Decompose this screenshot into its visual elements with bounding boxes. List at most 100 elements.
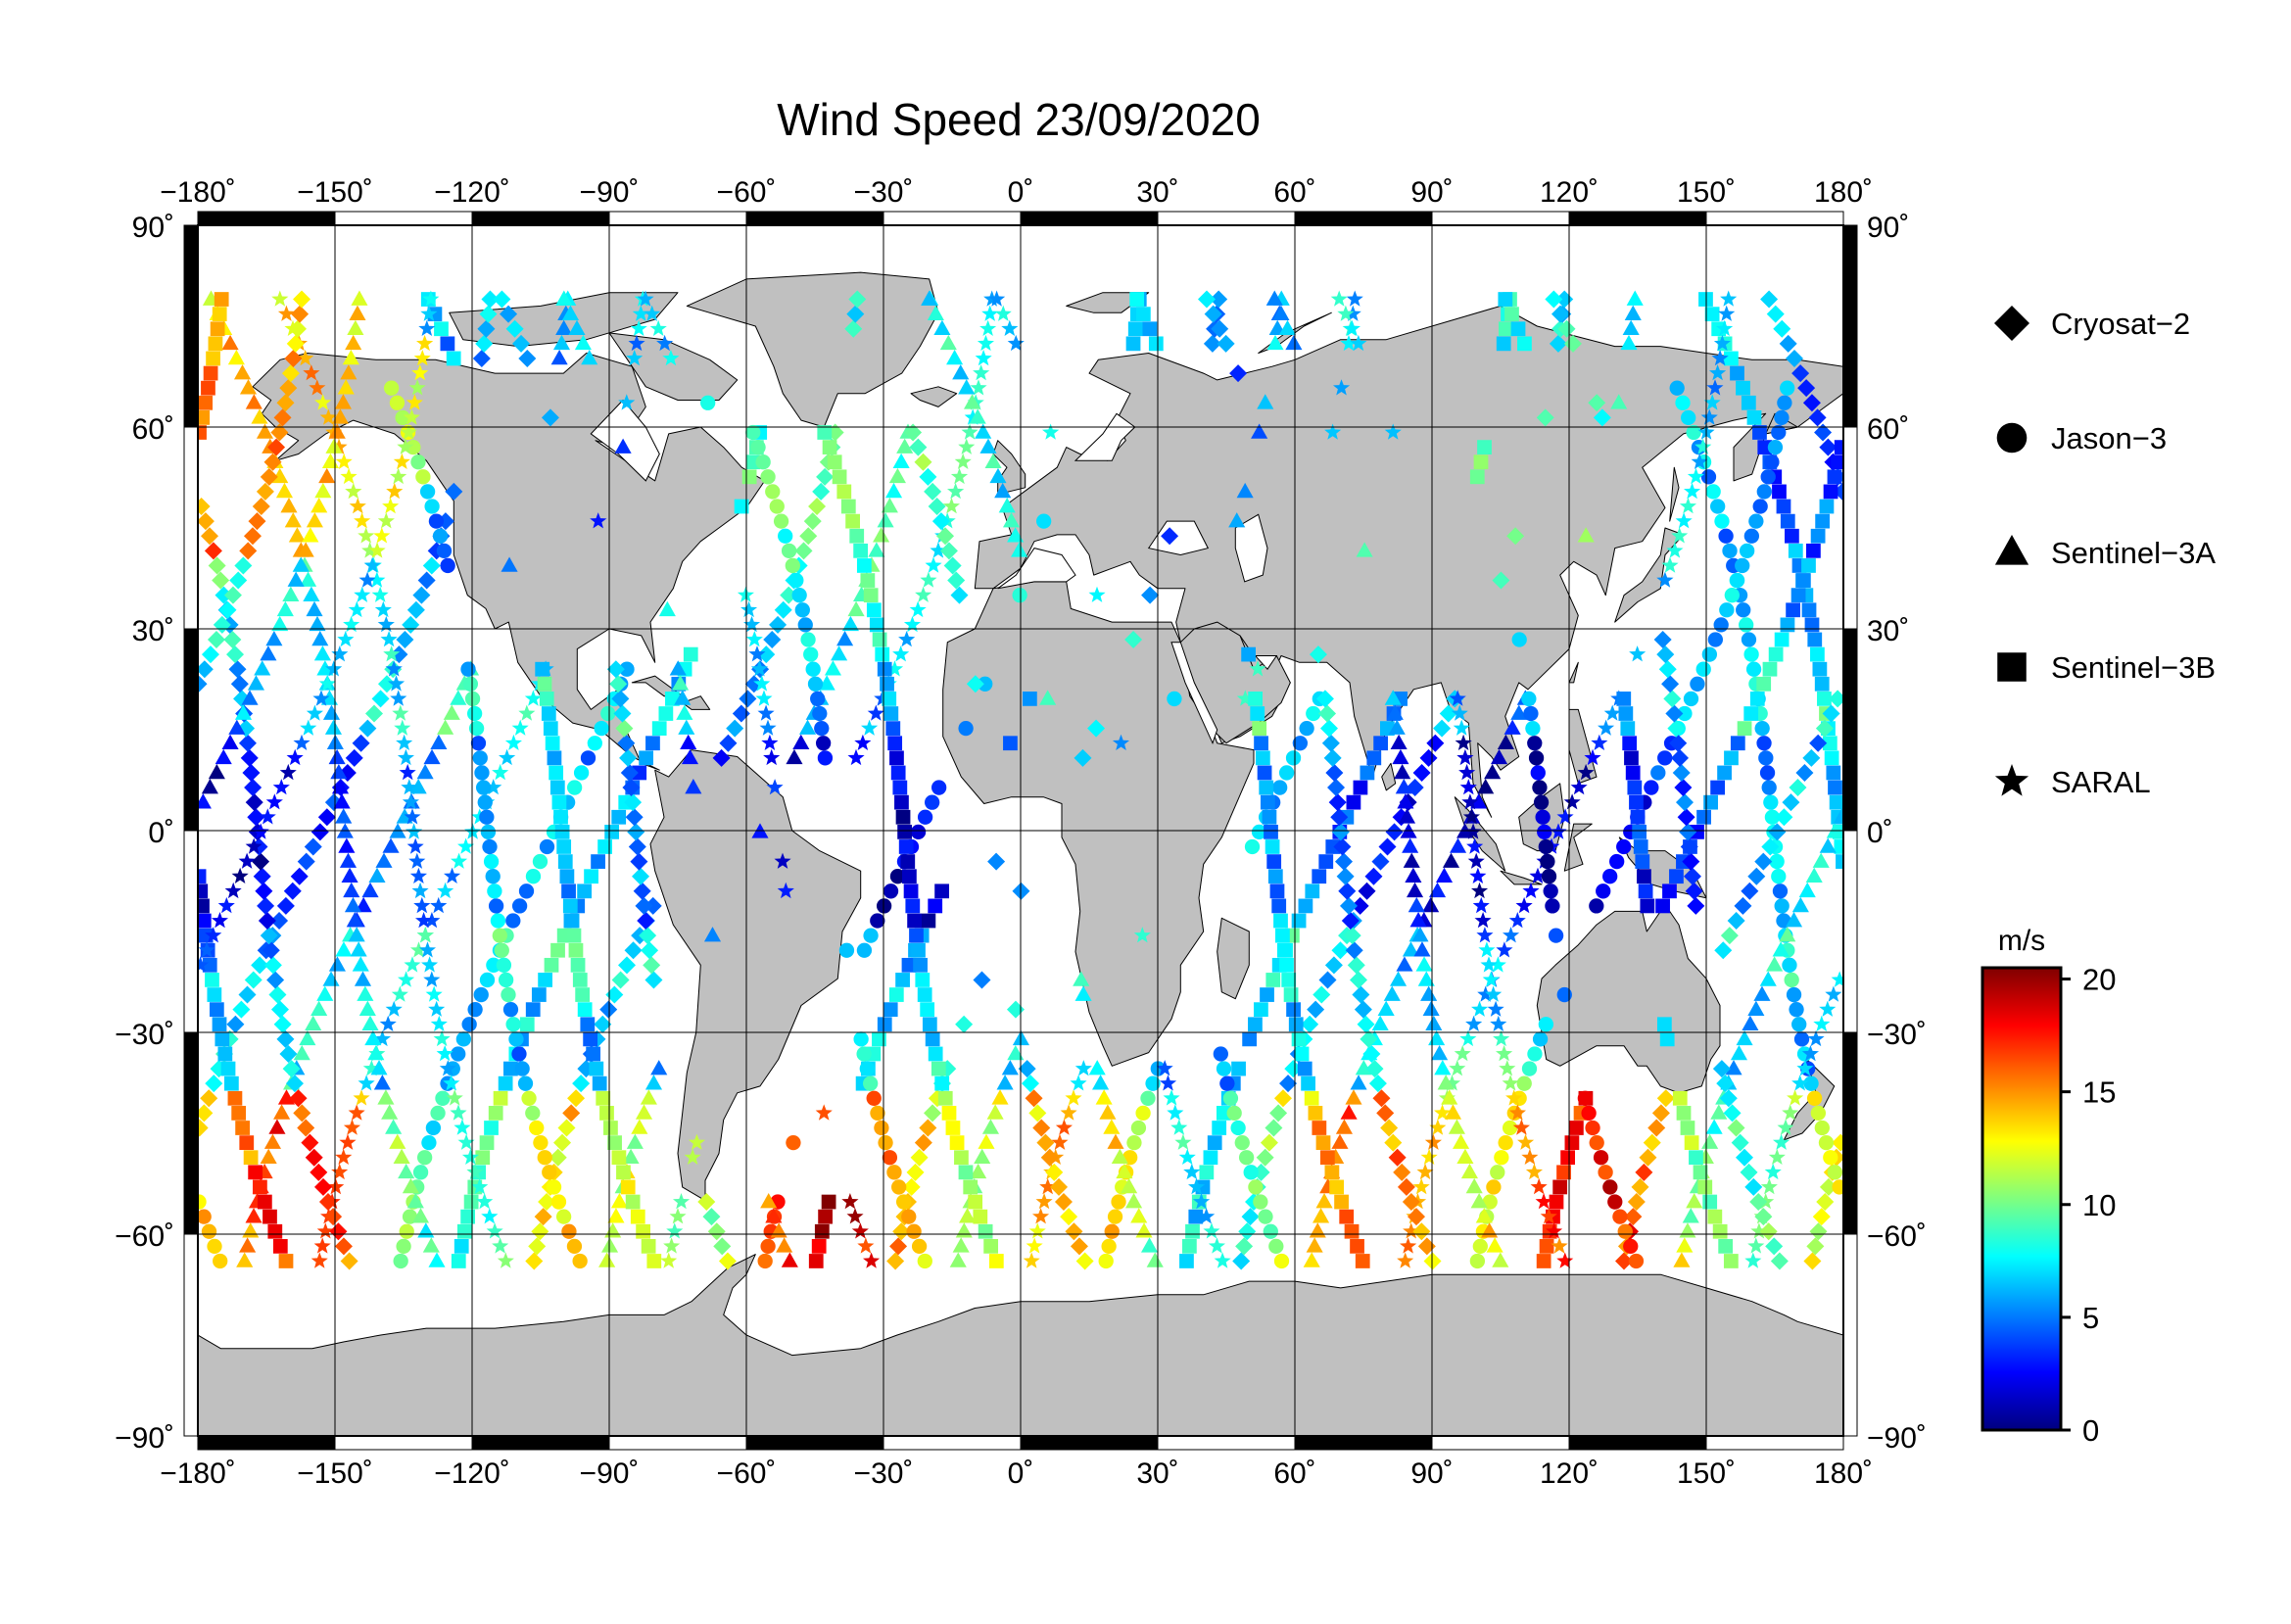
track-point <box>674 690 692 705</box>
track-point <box>943 556 962 575</box>
track-point <box>1185 1223 1200 1239</box>
track-point <box>396 1238 411 1255</box>
track-point <box>486 1222 503 1239</box>
track-point <box>763 630 782 648</box>
track-point <box>620 763 639 782</box>
track-point <box>341 867 358 883</box>
track-point <box>1563 793 1581 810</box>
track-point <box>1278 319 1297 336</box>
track-point <box>1739 617 1754 633</box>
track-point <box>1216 1061 1232 1076</box>
track-point <box>1343 927 1361 945</box>
track-point <box>726 719 744 738</box>
track-point <box>895 973 910 987</box>
track-point <box>1812 1208 1831 1226</box>
track-point <box>334 1237 353 1256</box>
track-point <box>878 1134 893 1151</box>
track-point <box>382 837 400 853</box>
track-point <box>451 852 468 869</box>
track-point <box>463 1194 479 1210</box>
track-point <box>325 438 343 454</box>
track-point <box>818 1209 833 1224</box>
track-point <box>1329 1179 1345 1195</box>
circle-icon <box>1996 422 2028 454</box>
track-point <box>1092 1075 1110 1090</box>
track-point <box>496 957 512 973</box>
track-point <box>1651 1104 1670 1122</box>
track-point <box>228 719 246 735</box>
track-point <box>231 867 249 884</box>
track-point <box>398 971 415 987</box>
track-point <box>198 898 210 914</box>
track-point <box>436 543 453 558</box>
track-point <box>952 1237 970 1253</box>
track-point <box>436 1045 453 1062</box>
track-point <box>487 884 502 899</box>
track-point <box>1791 1075 1809 1091</box>
track-point <box>1698 292 1713 307</box>
track-point <box>1523 705 1539 722</box>
track-point <box>1417 971 1435 986</box>
track-point <box>411 882 429 899</box>
track-point <box>863 1075 879 1091</box>
land-sri-lanka <box>1381 762 1397 791</box>
track-point <box>351 290 368 306</box>
track-point <box>1803 1252 1822 1270</box>
track-point <box>1449 837 1467 853</box>
frame-segment-left <box>183 224 199 428</box>
track-point <box>1691 453 1708 469</box>
track-point <box>1475 1208 1493 1223</box>
track-point <box>1772 884 1789 899</box>
track-point <box>575 987 591 1002</box>
track-point <box>248 512 266 531</box>
track-point <box>227 1090 243 1106</box>
track-point <box>973 364 990 381</box>
track-point <box>1441 1089 1458 1105</box>
track-point <box>475 780 492 795</box>
track-point <box>1760 290 1779 309</box>
track-point <box>1464 823 1482 839</box>
track-point <box>895 809 911 825</box>
track-point <box>1412 1222 1431 1241</box>
track-point <box>1496 1045 1513 1062</box>
track-point <box>1469 1253 1486 1269</box>
track-point <box>1633 839 1648 854</box>
track-point <box>375 852 393 868</box>
track-point <box>1834 482 1843 501</box>
track-point <box>1203 1222 1220 1239</box>
track-point <box>781 543 797 558</box>
track-point <box>348 600 365 618</box>
track-point <box>1496 941 1513 958</box>
track-point <box>1001 1060 1019 1075</box>
track-point <box>415 912 433 929</box>
track-point <box>1393 1163 1411 1181</box>
track-point <box>644 305 661 321</box>
track-point <box>1810 528 1826 544</box>
track-point <box>1720 927 1739 945</box>
track-point <box>1764 1163 1782 1180</box>
track-point <box>886 1252 905 1270</box>
track-point <box>198 1104 214 1122</box>
track-point <box>663 1237 681 1254</box>
track-point <box>1525 720 1541 737</box>
track-point <box>1655 898 1670 914</box>
track-point <box>778 528 793 544</box>
track-point <box>1372 1089 1391 1108</box>
track-point <box>1809 1222 1828 1241</box>
track-point <box>262 941 280 960</box>
track-point <box>1140 1237 1159 1253</box>
track-point <box>1272 780 1288 795</box>
track-point <box>1704 307 1720 322</box>
track-point <box>1346 290 1363 307</box>
track-point <box>437 719 454 735</box>
track-point <box>1795 763 1814 782</box>
track-point <box>263 1133 282 1149</box>
track-point <box>1327 779 1346 797</box>
track-point <box>1345 1089 1362 1105</box>
track-point <box>1208 1237 1225 1254</box>
track-point <box>627 823 645 841</box>
track-point <box>539 692 554 706</box>
track-point <box>942 498 960 514</box>
track-point <box>633 882 651 900</box>
track-point <box>198 498 211 516</box>
